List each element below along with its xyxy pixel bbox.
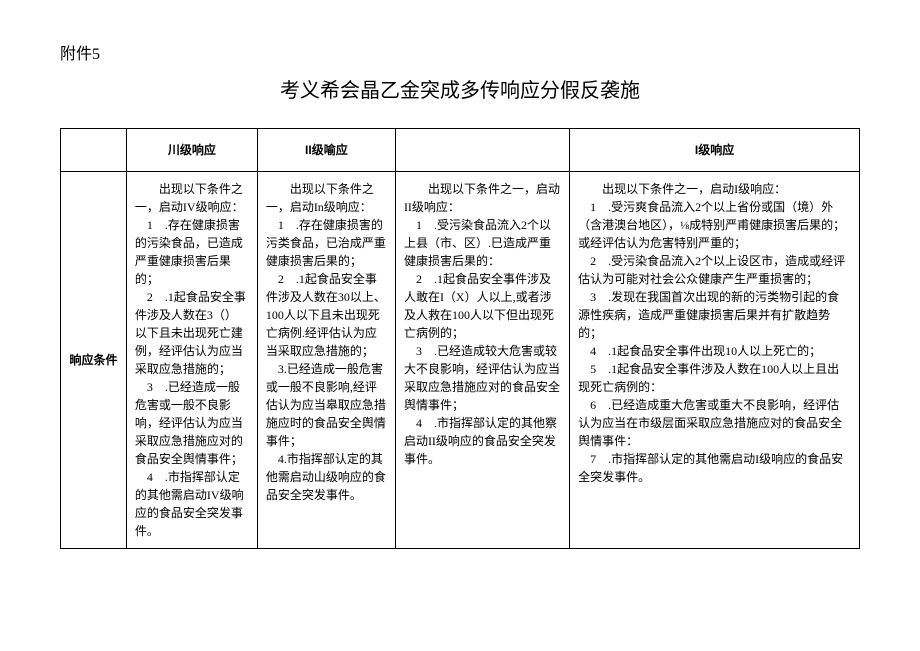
table-header-row: 川级响应 II级喻应 I级响应: [61, 129, 860, 172]
cell-content: 出现以下条件之一，启动IV级响应： 1 .存在健康损害的污染食品，已造成严重健康…: [135, 180, 249, 540]
response-table: 川级响应 II级喻应 I级响应 晌应条件 出现以下条件之一，启动IV级响应： 1…: [60, 128, 860, 549]
cell-content: 出现以下条件之一，启动I级响应： 1 .受污爽食品流入2个以上省份或国（境）外（…: [578, 180, 851, 486]
cell-content: 出现以下条件之一，启动In级响应： 1 .存在健康损害的污类食品，已治成严重健康…: [266, 180, 387, 504]
header-level-2: [395, 129, 569, 172]
header-level-3: II级喻应: [257, 129, 395, 172]
document-title: 考义希会晶乙金突成多传响应分假反袭施: [60, 74, 860, 103]
cell-content: 出现以下条件之一，启动II级响应： 1 .受污染食品流入2个以上县（市、区）.巳…: [404, 180, 561, 468]
cell-level-2: 出现以下条件之一，启动II级响应： 1 .受污染食品流入2个以上县（市、区）.巳…: [395, 172, 569, 549]
table-row: 晌应条件 出现以下条件之一，启动IV级响应： 1 .存在健康损害的污染食品，已造…: [61, 172, 860, 549]
header-level-1: I级响应: [570, 129, 860, 172]
cell-level-1: 出现以下条件之一，启动I级响应： 1 .受污爽食品流入2个以上省份或国（境）外（…: [570, 172, 860, 549]
header-level-4: 川级响应: [126, 129, 257, 172]
cell-level-4: 出现以下条件之一，启动IV级响应： 1 .存在健康损害的污染食品，已造成严重健康…: [126, 172, 257, 549]
attachment-label: 附件5: [60, 40, 860, 64]
header-blank: [61, 129, 127, 172]
row-label-conditions: 晌应条件: [61, 172, 127, 549]
cell-level-3: 出现以下条件之一，启动In级响应： 1 .存在健康损害的污类食品，已治成严重健康…: [257, 172, 395, 549]
